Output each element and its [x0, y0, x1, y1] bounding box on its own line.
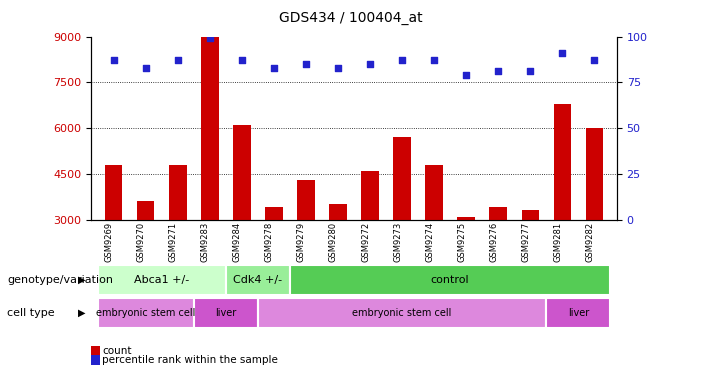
Bar	[361, 171, 379, 220]
Bar	[97, 298, 193, 328]
Text: control: control	[431, 275, 470, 285]
Text: embryonic stem cell: embryonic stem cell	[96, 308, 196, 318]
Text: count: count	[102, 346, 132, 356]
Text: percentile rank within the sample: percentile rank within the sample	[102, 355, 278, 365]
Text: GSM9271: GSM9271	[169, 222, 177, 262]
Point	[365, 61, 376, 67]
Bar	[137, 201, 154, 220]
Text: GSM9281: GSM9281	[553, 222, 562, 262]
Bar	[489, 208, 507, 220]
Bar	[265, 208, 283, 220]
Point	[236, 57, 247, 63]
Bar	[426, 165, 443, 220]
Bar	[290, 265, 611, 295]
Bar	[169, 165, 186, 220]
Bar	[522, 210, 539, 220]
Text: GSM9283: GSM9283	[200, 222, 210, 262]
Point	[332, 65, 343, 71]
Bar	[393, 137, 411, 220]
Text: liver: liver	[215, 308, 236, 318]
Text: genotype/variation: genotype/variation	[7, 275, 113, 285]
Point	[428, 57, 440, 63]
Bar	[457, 217, 475, 220]
Bar	[258, 298, 546, 328]
Text: GSM9277: GSM9277	[522, 222, 531, 262]
Text: GSM9273: GSM9273	[393, 222, 402, 262]
Text: GSM9274: GSM9274	[425, 222, 434, 262]
Text: ▶: ▶	[78, 275, 86, 285]
Bar	[193, 298, 258, 328]
Text: GDS434 / 100404_at: GDS434 / 100404_at	[279, 11, 422, 25]
Bar	[104, 165, 123, 220]
Text: GSM9275: GSM9275	[457, 222, 466, 262]
Point	[589, 57, 600, 63]
Point	[204, 36, 215, 41]
Text: cell type: cell type	[7, 308, 55, 318]
Point	[268, 65, 280, 71]
Text: GSM9270: GSM9270	[137, 222, 146, 262]
Text: liver: liver	[568, 308, 589, 318]
Text: Cdk4 +/-: Cdk4 +/-	[233, 275, 283, 285]
Bar	[201, 37, 219, 220]
Text: GSM9280: GSM9280	[329, 222, 338, 262]
Text: GSM9278: GSM9278	[265, 222, 274, 262]
Text: GSM9282: GSM9282	[585, 222, 594, 262]
Text: GSM9284: GSM9284	[233, 222, 242, 262]
Bar	[554, 104, 571, 220]
Point	[557, 50, 568, 56]
Point	[300, 61, 311, 67]
Text: GSM9272: GSM9272	[361, 222, 370, 262]
Text: GSM9276: GSM9276	[489, 222, 498, 262]
Point	[172, 57, 183, 63]
Text: Abca1 +/-: Abca1 +/-	[134, 275, 189, 285]
Bar	[226, 265, 290, 295]
Text: GSM9269: GSM9269	[104, 222, 114, 262]
Text: GSM9279: GSM9279	[297, 222, 306, 262]
Bar	[329, 204, 347, 220]
Point	[525, 68, 536, 74]
Point	[108, 57, 119, 63]
Point	[397, 57, 408, 63]
Point	[493, 68, 504, 74]
Point	[140, 65, 151, 71]
Point	[461, 72, 472, 78]
Bar	[233, 125, 251, 220]
Bar	[546, 298, 611, 328]
Bar	[97, 265, 226, 295]
Text: ▶: ▶	[78, 308, 86, 318]
Bar	[297, 180, 315, 220]
Text: embryonic stem cell: embryonic stem cell	[353, 308, 451, 318]
Bar	[585, 128, 604, 220]
